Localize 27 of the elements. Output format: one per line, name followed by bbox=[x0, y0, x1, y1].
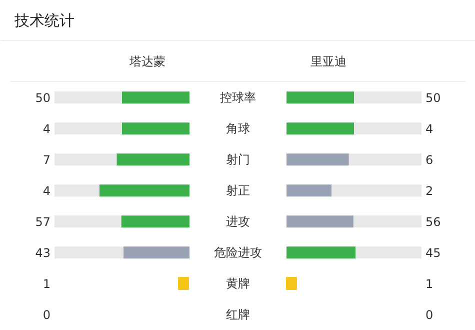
data-label: 1 bbox=[426, 277, 434, 291]
data-label: 4 bbox=[42, 122, 51, 136]
data-label: 45 bbox=[426, 246, 441, 260]
data-label: 50 bbox=[35, 91, 51, 105]
text: 技术统计 bbox=[14, 12, 74, 30]
data-label: 7 bbox=[42, 153, 51, 167]
text: 塔达蒙 bbox=[128, 54, 166, 68]
data-label: 43 bbox=[35, 246, 51, 260]
data-label: 0 bbox=[426, 308, 434, 322]
data-label: 56 bbox=[426, 215, 441, 229]
category-label: 射正 bbox=[226, 184, 250, 198]
category-label: 进攻 bbox=[226, 214, 250, 228]
category-label: 控球率 bbox=[220, 90, 256, 104]
category-label: 角球 bbox=[226, 122, 250, 136]
data-label: 4 bbox=[42, 184, 51, 198]
text: 里亚迪 bbox=[310, 54, 346, 68]
data-label: 6 bbox=[426, 153, 434, 167]
data-label: 0 bbox=[42, 308, 51, 322]
category-label: 危险进攻 bbox=[214, 246, 262, 260]
category-label: 红牌 bbox=[226, 308, 250, 322]
category-label: 射门 bbox=[226, 152, 250, 166]
data-label: 1 bbox=[42, 277, 51, 291]
data-label: 4 bbox=[426, 122, 434, 136]
data-label: 50 bbox=[426, 91, 441, 105]
category-label: 黄牌 bbox=[226, 276, 250, 290]
data-label: 57 bbox=[35, 215, 51, 229]
data-label: 2 bbox=[426, 184, 434, 198]
